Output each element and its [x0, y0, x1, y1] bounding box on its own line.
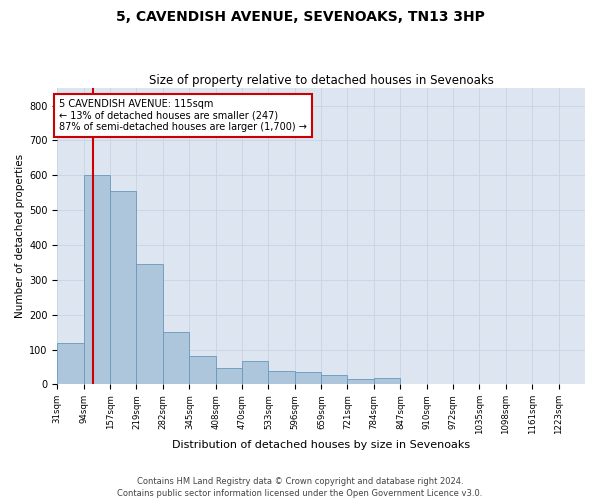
Text: 5 CAVENDISH AVENUE: 115sqm
← 13% of detached houses are smaller (247)
87% of sem: 5 CAVENDISH AVENUE: 115sqm ← 13% of deta…: [59, 98, 307, 132]
Bar: [110, 191, 136, 384]
Bar: [295, 372, 322, 384]
Bar: [190, 356, 216, 384]
Bar: [322, 374, 347, 384]
Bar: [374, 378, 400, 384]
Bar: [347, 379, 374, 384]
X-axis label: Distribution of detached houses by size in Sevenoaks: Distribution of detached houses by size …: [172, 440, 470, 450]
Bar: [136, 264, 163, 384]
Bar: [84, 176, 110, 384]
Bar: [268, 371, 295, 384]
Bar: [216, 368, 242, 384]
Title: Size of property relative to detached houses in Sevenoaks: Size of property relative to detached ho…: [149, 74, 494, 87]
Text: Contains HM Land Registry data © Crown copyright and database right 2024.
Contai: Contains HM Land Registry data © Crown c…: [118, 476, 482, 498]
Y-axis label: Number of detached properties: Number of detached properties: [15, 154, 25, 318]
Bar: [163, 332, 190, 384]
Bar: [58, 342, 84, 384]
Text: 5, CAVENDISH AVENUE, SEVENOAKS, TN13 3HP: 5, CAVENDISH AVENUE, SEVENOAKS, TN13 3HP: [116, 10, 484, 24]
Bar: [242, 360, 268, 384]
